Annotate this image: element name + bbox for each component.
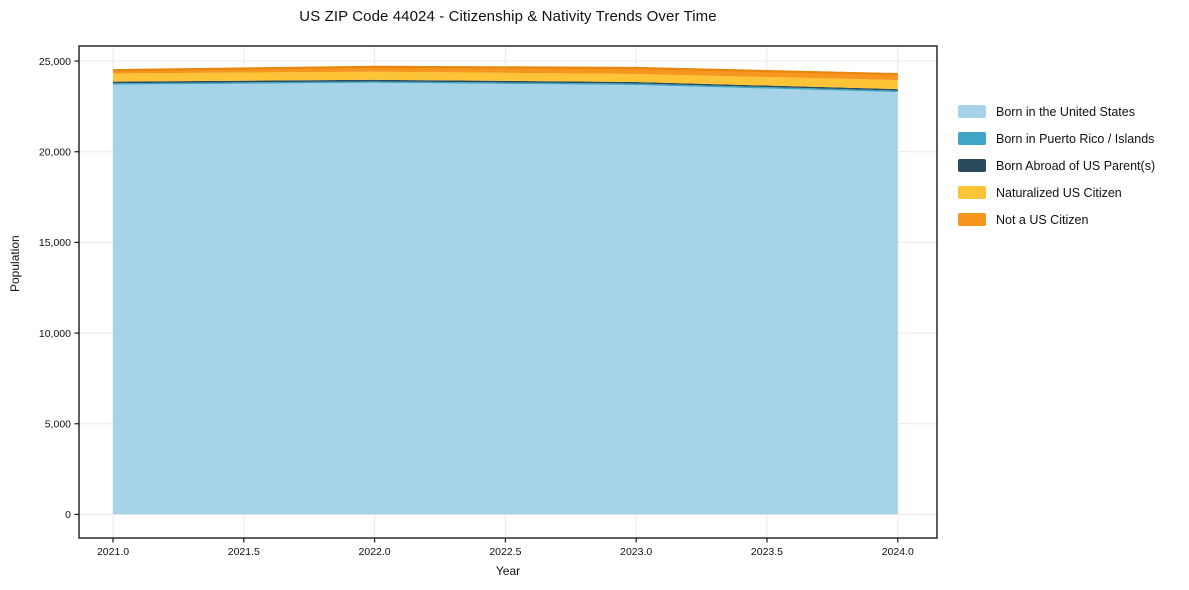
area-series-0 [113,82,898,515]
x-axis-title: Year [495,564,521,578]
chart-title: US ZIP Code 44024 - Citizenship & Nativi… [299,8,717,25]
y-tick-label: 15,000 [39,237,71,249]
legend-label: Born in the United States [996,104,1135,119]
x-tick-label: 2021.0 [97,546,129,558]
x-tick-label: 2023.0 [620,546,652,558]
legend-item: Born in Puerto Rico / Islands [958,131,1155,146]
x-tick-label: 2023.5 [751,546,783,558]
y-tick-label: 25,000 [39,56,71,68]
legend-item: Born in the United States [958,104,1155,119]
legend-swatch [958,105,986,118]
area-series-2 [113,79,898,91]
x-tick-label: 2024.0 [882,546,914,558]
y-tick-label: 20,000 [39,147,71,159]
legend-label: Not a US Citizen [996,212,1089,227]
stack-top-edge-line [112,65,898,76]
legend-label: Born in Puerto Rico / Islands [996,131,1155,146]
legend-swatch [958,159,986,172]
y-tick-label: 0 [65,509,71,521]
y-tick-label: 5,000 [45,419,71,431]
legend-swatch [958,132,986,145]
legend-swatch [958,186,986,199]
legend-item: Born Abroad of US Parent(s) [958,158,1156,173]
plot-frame [78,45,938,539]
area-series-1 [113,81,898,93]
legend-label: Naturalized US Citizen [996,185,1122,200]
legend-item: Not a US Citizen [958,212,1155,227]
legend-swatch [958,213,986,226]
legend: Born in the United States Born in Puerto… [958,105,1155,240]
legend-label: Born Abroad of US Parent(s) [996,158,1156,173]
y-tick-label: 10,000 [39,328,71,340]
x-tick-label: 2022.0 [359,546,391,558]
area-series-3 [113,71,898,90]
x-tick-label: 2022.5 [489,546,521,558]
x-tick-label: 2021.5 [228,546,260,558]
legend-item: Naturalized US Citizen [958,185,1155,200]
